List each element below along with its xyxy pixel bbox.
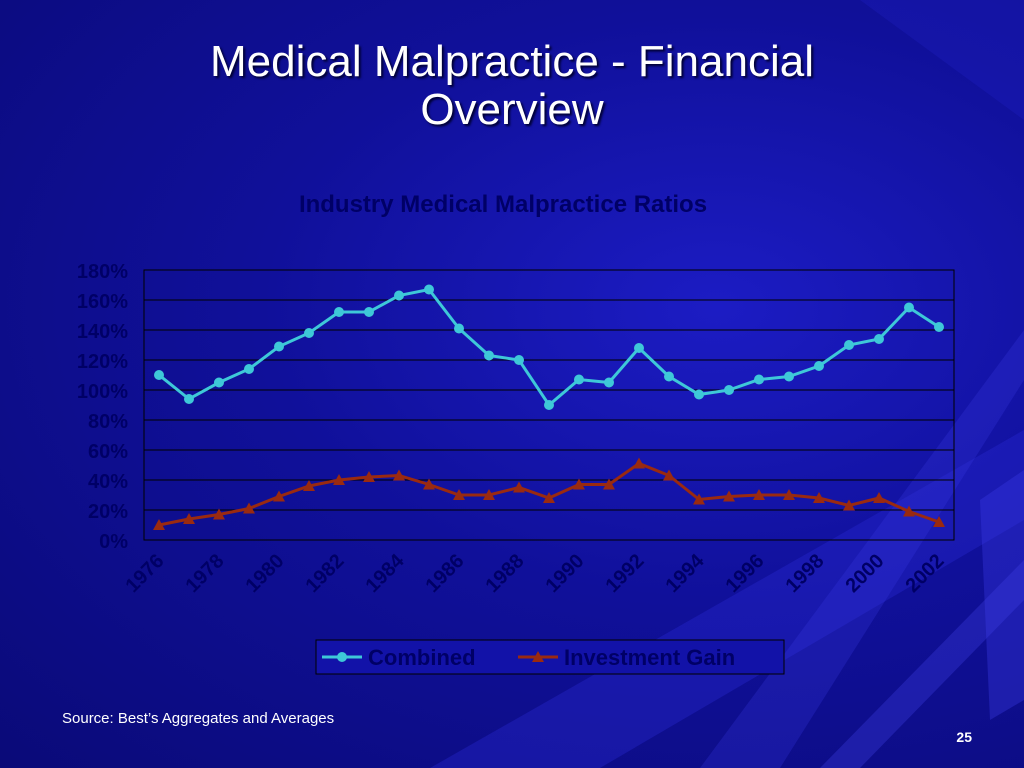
y-tick-label: 60% xyxy=(88,441,128,463)
x-tick-label: 1990 xyxy=(542,550,589,597)
legend-label: Investment Gain xyxy=(564,645,735,670)
y-tick-label: 40% xyxy=(88,471,128,493)
data-point xyxy=(934,322,944,332)
gridlines xyxy=(144,299,954,511)
legend-marker xyxy=(337,652,347,662)
data-point xyxy=(363,471,375,482)
data-point xyxy=(184,394,194,404)
legend: Combined Investment Gain xyxy=(315,639,785,675)
data-point xyxy=(513,481,525,493)
data-point xyxy=(333,474,345,485)
data-point xyxy=(844,340,854,350)
x-axis-ticks: 1976 1978 1980 1982 1984 1986 1988 1990 1992 1994… xyxy=(122,549,949,597)
slide-title-line-2: Overview xyxy=(420,85,604,134)
page-number: 25 xyxy=(956,729,972,745)
data-point xyxy=(874,334,884,344)
series-investment-gain xyxy=(153,457,945,530)
data-point xyxy=(304,328,314,338)
data-point xyxy=(214,377,224,388)
data-point xyxy=(334,307,344,317)
data-point xyxy=(274,341,284,352)
data-point xyxy=(694,389,704,400)
data-point xyxy=(633,457,645,469)
data-point xyxy=(814,361,824,371)
data-point xyxy=(244,364,254,374)
data-point xyxy=(603,478,615,490)
x-tick-label: 1986 xyxy=(422,550,469,597)
x-tick-label: 1992 xyxy=(602,550,649,597)
data-point xyxy=(933,516,945,527)
data-point xyxy=(213,508,225,520)
x-tick-label: 2000 xyxy=(842,550,889,597)
series-layer xyxy=(153,284,945,530)
y-tick-label: 100% xyxy=(77,381,128,403)
legend-marker xyxy=(532,651,544,662)
line-chart: Industry Medical Malpractice Ratios 0% 20… xyxy=(77,191,955,675)
x-tick-label: 1996 xyxy=(722,550,769,597)
data-point xyxy=(903,505,915,517)
data-point xyxy=(873,492,885,503)
chart-title: Industry Medical Malpractice Ratios xyxy=(299,191,707,218)
y-axis-ticks: 0% 20% 40% 60% 80% 100% 120% 140% 160% 180% xyxy=(77,261,128,553)
source-note: Source: Best’s Aggregates and Averages xyxy=(62,710,335,727)
data-point xyxy=(784,371,794,382)
data-point xyxy=(183,513,195,524)
data-point xyxy=(424,284,434,295)
data-point xyxy=(483,489,495,500)
data-point xyxy=(904,302,914,313)
x-tick-label: 1998 xyxy=(782,550,829,597)
data-point xyxy=(693,493,705,505)
data-point xyxy=(243,502,255,514)
x-tick-label: 1978 xyxy=(182,550,229,597)
y-tick-label: 20% xyxy=(88,501,128,523)
slide-title: Medical Malpractice - Financial Overview xyxy=(0,38,1024,134)
data-point xyxy=(273,490,285,502)
x-tick-label: 1984 xyxy=(362,549,410,597)
data-point xyxy=(544,400,554,410)
y-tick-label: 0% xyxy=(99,531,128,553)
series-combined xyxy=(154,284,944,410)
y-tick-label: 120% xyxy=(77,351,128,373)
data-point xyxy=(153,519,165,530)
data-point xyxy=(664,371,674,382)
data-point xyxy=(514,355,524,365)
data-point xyxy=(303,480,315,491)
x-tick-label: 1994 xyxy=(662,549,710,597)
data-point xyxy=(753,489,765,500)
data-point xyxy=(724,385,734,395)
x-tick-label: 1980 xyxy=(242,550,289,597)
data-point xyxy=(154,370,164,380)
x-tick-label: 1976 xyxy=(122,550,169,597)
data-point xyxy=(723,490,735,502)
data-point xyxy=(454,323,464,334)
data-point xyxy=(484,350,494,361)
data-point xyxy=(843,499,855,511)
slide-title-line-1: Medical Malpractice - Financial xyxy=(210,37,814,86)
data-point xyxy=(604,377,614,388)
data-point xyxy=(393,469,405,481)
y-tick-label: 160% xyxy=(77,291,128,313)
data-point xyxy=(783,489,795,500)
x-tick-label: 1982 xyxy=(302,550,349,597)
data-point xyxy=(663,469,675,481)
data-point xyxy=(573,478,585,490)
data-point xyxy=(423,478,435,490)
legend-label: Combined xyxy=(368,645,476,670)
x-tick-label: 1988 xyxy=(482,550,529,597)
data-point xyxy=(574,374,584,385)
x-tick-label: 2002 xyxy=(902,550,949,597)
plot-area xyxy=(143,269,955,541)
data-point xyxy=(394,290,404,301)
data-point xyxy=(634,343,644,353)
data-point xyxy=(813,492,825,503)
data-point xyxy=(453,489,465,500)
data-point xyxy=(754,374,764,385)
data-point xyxy=(543,492,555,503)
y-tick-label: 180% xyxy=(77,261,128,283)
y-tick-label: 80% xyxy=(88,411,128,433)
data-point xyxy=(364,307,374,317)
y-tick-label: 140% xyxy=(77,321,128,343)
